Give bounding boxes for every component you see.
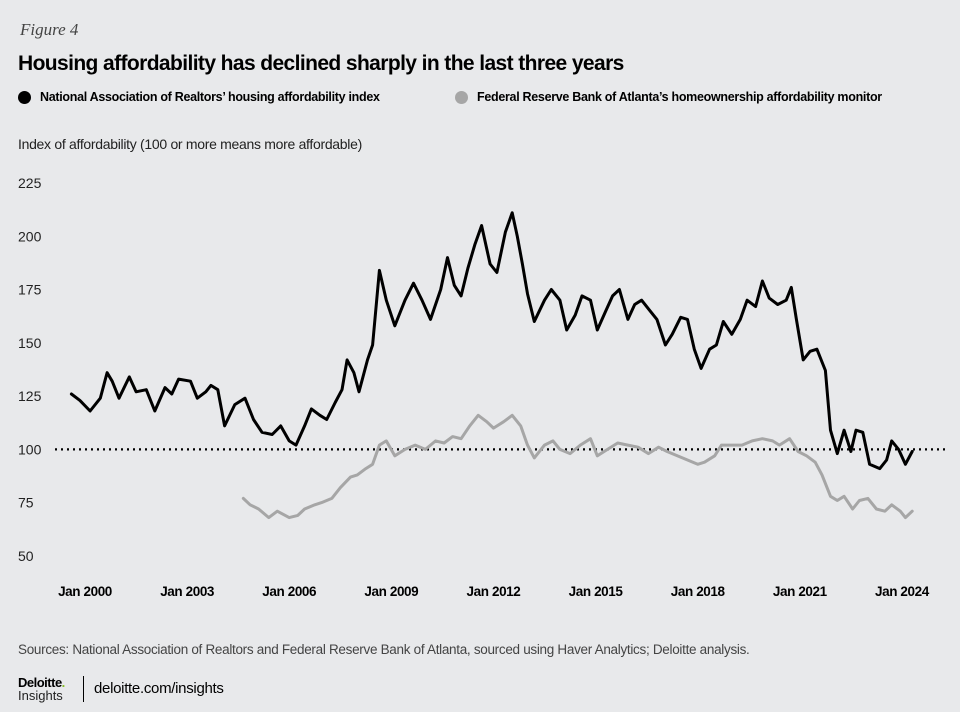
x-tick-label: Jan 2006 [262, 584, 317, 599]
legend-marker-gray [455, 90, 468, 104]
logo-sub: Insights [18, 688, 63, 703]
legend-item-nar: National Association of Realtors’ housin… [18, 90, 380, 104]
legend-item-atlanta-fed: Federal Reserve Bank of Atlanta’s homeow… [455, 90, 882, 104]
legend-label: Federal Reserve Bank of Atlanta’s homeow… [477, 90, 882, 104]
x-tick-label: Jan 2021 [773, 584, 828, 599]
y-tick-label: 100 [18, 441, 42, 457]
deloitte-insights-logo: Deloitte. Insights [18, 675, 65, 703]
y-tick-label: 225 [18, 175, 42, 191]
y-tick-label: 175 [18, 282, 42, 298]
legend-label: National Association of Realtors’ housin… [40, 90, 380, 104]
logo-divider [83, 676, 84, 702]
figure-label: Figure 4 [20, 20, 79, 39]
x-tick-label: Jan 2015 [569, 584, 624, 599]
sources-note: Sources: National Association of Realtor… [18, 642, 750, 657]
y-tick-label: 75 [18, 495, 34, 511]
y-tick-label: 50 [18, 548, 34, 564]
y-tick-label: 200 [18, 228, 42, 244]
y-tick-label: 125 [18, 388, 42, 404]
chart-title: Housing affordability has declined sharp… [18, 52, 624, 75]
legend-marker-black [18, 90, 31, 104]
series-line-nar [69, 211, 914, 471]
x-tick-label: Jan 2003 [160, 584, 215, 599]
series-line-atlanta-fed [241, 413, 914, 520]
x-tick-label: Jan 2000 [58, 584, 112, 599]
logo-brand: Deloitte [18, 675, 62, 690]
y-tick-label: 150 [18, 335, 42, 351]
x-tick-label: Jan 2018 [671, 584, 726, 599]
y-axis-label: Index of affordability (100 or more mean… [18, 136, 362, 152]
website-link[interactable]: deloitte.com/insights [94, 680, 224, 697]
x-tick-label: Jan 2012 [467, 584, 521, 599]
x-tick-label: Jan 2009 [364, 584, 418, 599]
x-tick-label: Jan 2024 [875, 584, 930, 599]
